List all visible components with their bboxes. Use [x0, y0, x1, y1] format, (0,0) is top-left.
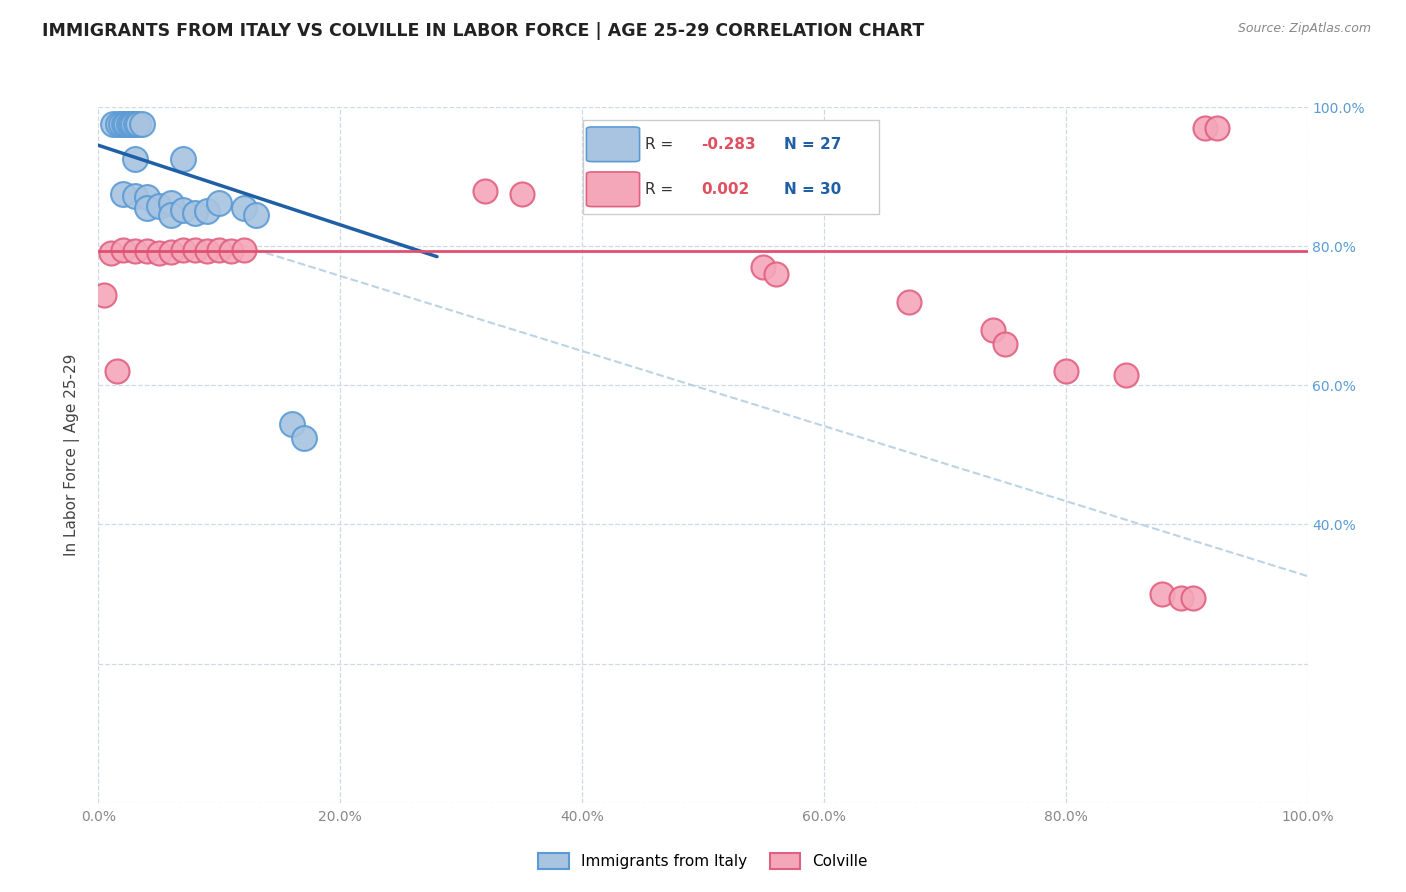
Point	[124, 152, 146, 166]
Point	[124, 244, 146, 258]
Point	[100, 246, 122, 260]
Point	[131, 117, 153, 131]
Point	[135, 190, 157, 204]
Point	[172, 202, 194, 217]
Point	[292, 431, 315, 445]
Text: IMMIGRANTS FROM ITALY VS COLVILLE IN LABOR FORCE | AGE 25-29 CORRELATION CHART: IMMIGRANTS FROM ITALY VS COLVILLE IN LAB…	[42, 22, 924, 40]
Text: -0.283: -0.283	[702, 136, 756, 152]
Point	[232, 201, 254, 215]
Point	[115, 117, 138, 131]
Point	[195, 204, 218, 219]
Point	[184, 243, 207, 257]
Point	[120, 117, 142, 131]
Point	[127, 117, 149, 131]
Text: R =: R =	[645, 182, 679, 197]
Text: 0.002: 0.002	[702, 182, 749, 197]
Point	[1181, 591, 1204, 605]
Point	[160, 208, 183, 222]
Y-axis label: In Labor Force | Age 25-29: In Labor Force | Age 25-29	[65, 354, 80, 556]
Text: Source: ZipAtlas.com: Source: ZipAtlas.com	[1237, 22, 1371, 36]
Point	[172, 152, 194, 166]
Point	[679, 187, 702, 202]
Point	[172, 243, 194, 257]
Point	[111, 187, 134, 202]
Point	[105, 364, 128, 378]
Point	[184, 206, 207, 220]
Point	[110, 117, 132, 131]
Point	[221, 244, 243, 258]
Point	[208, 243, 231, 257]
Text: N = 27: N = 27	[785, 136, 842, 152]
Point	[474, 184, 496, 198]
Point	[148, 199, 170, 213]
Point	[118, 117, 141, 131]
Point	[93, 288, 115, 302]
Point	[135, 201, 157, 215]
Text: R =: R =	[645, 136, 679, 152]
Point	[160, 244, 183, 259]
FancyBboxPatch shape	[586, 172, 640, 207]
Point	[232, 243, 254, 257]
Point	[1115, 368, 1137, 382]
Point	[1194, 120, 1216, 135]
Point	[1170, 591, 1192, 605]
Point	[765, 267, 787, 281]
Text: N = 30: N = 30	[785, 182, 842, 197]
FancyBboxPatch shape	[583, 120, 879, 214]
Legend: Immigrants from Italy, Colville: Immigrants from Italy, Colville	[531, 847, 875, 875]
Point	[607, 190, 630, 204]
Point	[752, 260, 775, 274]
Point	[160, 196, 183, 211]
Point	[208, 196, 231, 211]
Point	[148, 246, 170, 260]
Point	[101, 117, 124, 131]
Point	[112, 117, 135, 131]
Point	[1152, 587, 1174, 601]
Point	[122, 117, 145, 131]
Point	[1206, 120, 1229, 135]
Point	[510, 187, 533, 202]
FancyBboxPatch shape	[586, 127, 640, 161]
Point	[135, 244, 157, 258]
Point	[981, 323, 1004, 337]
Point	[897, 294, 920, 309]
Point	[1054, 364, 1077, 378]
Point	[195, 244, 218, 258]
Point	[107, 117, 129, 131]
Point	[124, 189, 146, 203]
Point	[111, 243, 134, 257]
Point	[281, 417, 304, 431]
Point	[245, 208, 267, 222]
Point	[125, 117, 148, 131]
Point	[994, 336, 1017, 351]
